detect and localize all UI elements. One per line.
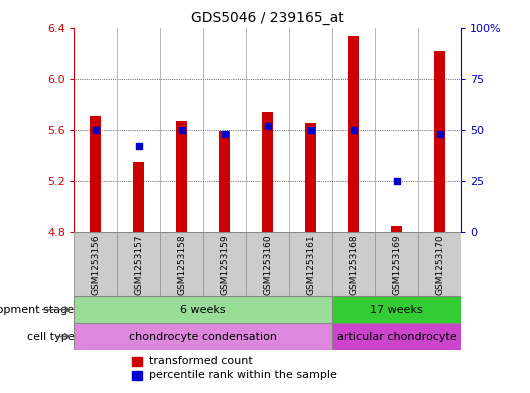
- Text: development stage: development stage: [0, 305, 74, 315]
- Bar: [332, 296, 461, 323]
- Text: GSM1253156: GSM1253156: [91, 234, 100, 294]
- Point: [220, 131, 229, 137]
- Point: [392, 178, 401, 184]
- Text: cell type: cell type: [26, 332, 74, 342]
- Text: 17 weeks: 17 weeks: [370, 305, 423, 315]
- Bar: [132, 357, 142, 366]
- Point: [135, 143, 143, 149]
- Point: [178, 127, 186, 133]
- Bar: [132, 371, 142, 380]
- Bar: [434, 51, 445, 232]
- Text: GSM1253169: GSM1253169: [392, 234, 401, 294]
- Bar: [176, 121, 187, 232]
- Bar: [219, 131, 230, 232]
- Text: articular chondrocyte: articular chondrocyte: [337, 332, 456, 342]
- Text: percentile rank within the sample: percentile rank within the sample: [149, 371, 337, 380]
- Point: [306, 127, 315, 133]
- Text: GSM1253170: GSM1253170: [435, 234, 444, 294]
- Text: GSM1253158: GSM1253158: [177, 234, 186, 294]
- Text: GSM1253160: GSM1253160: [263, 234, 272, 294]
- Bar: [305, 123, 316, 232]
- Bar: [332, 323, 461, 350]
- Text: transformed count: transformed count: [149, 356, 253, 366]
- Bar: [262, 112, 273, 232]
- Bar: [90, 116, 101, 232]
- Bar: [74, 323, 332, 350]
- Text: GSM1253157: GSM1253157: [134, 234, 143, 294]
- Point: [435, 131, 444, 137]
- Title: GDS5046 / 239165_at: GDS5046 / 239165_at: [191, 11, 344, 25]
- Point: [92, 127, 100, 133]
- Bar: [391, 226, 402, 232]
- Bar: [348, 37, 359, 232]
- Point: [349, 127, 358, 133]
- Text: 6 weeks: 6 weeks: [180, 305, 226, 315]
- Text: GSM1253168: GSM1253168: [349, 234, 358, 294]
- Text: GSM1253159: GSM1253159: [220, 234, 229, 294]
- Bar: [134, 162, 144, 232]
- Point: [263, 123, 272, 129]
- Bar: [74, 296, 332, 323]
- Text: GSM1253161: GSM1253161: [306, 234, 315, 294]
- Text: chondrocyte condensation: chondrocyte condensation: [129, 332, 277, 342]
